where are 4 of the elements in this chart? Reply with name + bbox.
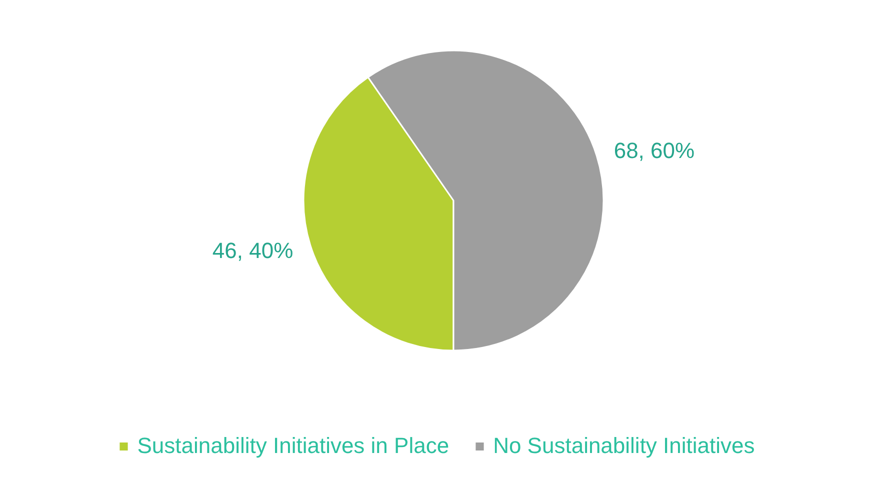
data-label: 46, 40% (212, 238, 294, 264)
legend-label: Sustainability Initiatives in Place (137, 433, 450, 459)
data-label: 68, 60% (614, 138, 695, 163)
legend-label: No Sustainability Initiatives (493, 433, 755, 459)
